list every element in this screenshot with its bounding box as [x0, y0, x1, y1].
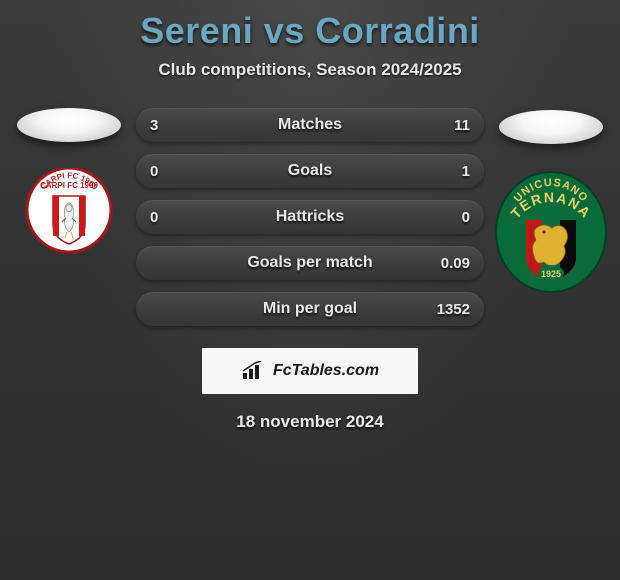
stat-label: Matches — [278, 116, 342, 134]
stat-left-value: 0 — [150, 163, 158, 180]
bar-chart-icon — [241, 361, 267, 381]
player-silhouette-left — [17, 108, 121, 142]
stat-right-value: 0.09 — [441, 255, 470, 272]
right-club-crest: UNICUSANO TERNANA 1925 — [494, 170, 608, 294]
svg-text:CARPI FC 1909: CARPI FC 1909 — [40, 181, 98, 190]
fctables-text: FcTables.com — [273, 362, 379, 380]
stat-label: Min per goal — [263, 300, 357, 318]
stat-left-value: 3 — [150, 117, 158, 134]
stat-right-value: 0 — [462, 209, 470, 226]
stat-label: Hattricks — [276, 208, 344, 226]
left-club-crest: CARPI FC 1909 CARPI FC 1909 — [19, 168, 119, 268]
stat-row-hattricks: 0 Hattricks 0 — [136, 200, 484, 234]
comparison-card: Sereni vs Corradini Club competitions, S… — [0, 0, 620, 580]
stat-row-goals: 0 Goals 1 — [136, 154, 484, 188]
fctables-logo: FcTables.com — [202, 348, 418, 394]
svg-text:1925: 1925 — [541, 269, 561, 279]
carpi-crest-icon: CARPI FC 1909 CARPI FC 1909 — [19, 168, 119, 268]
stat-row-min-per-goal: Min per goal 1352 — [136, 292, 484, 326]
date-text: 18 november 2024 — [236, 412, 383, 432]
stat-label: Goals per match — [247, 254, 372, 272]
body-row: CARPI FC 1909 CARPI FC 1909 — [0, 108, 620, 432]
stat-row-goals-per-match: Goals per match 0.09 — [136, 246, 484, 280]
player-silhouette-right — [499, 110, 603, 144]
stat-right-value: 1352 — [437, 301, 470, 318]
right-column: UNICUSANO TERNANA 1925 — [496, 110, 606, 294]
page-subtitle: Club competitions, Season 2024/2025 — [0, 60, 620, 80]
left-column: CARPI FC 1909 CARPI FC 1909 — [14, 108, 124, 268]
stat-row-matches: 3 Matches 11 — [136, 108, 484, 142]
stats-column: 3 Matches 11 0 Goals 1 0 Hattricks 0 Goa… — [136, 108, 484, 432]
ternana-crest-icon: UNICUSANO TERNANA 1925 — [494, 170, 608, 294]
stat-right-value: 11 — [454, 117, 470, 134]
stat-label: Goals — [288, 162, 332, 180]
page-title: Sereni vs Corradini — [0, 10, 620, 52]
footer: FcTables.com 18 november 2024 — [136, 348, 484, 432]
stat-left-value: 0 — [150, 209, 158, 226]
stat-right-value: 1 — [462, 163, 470, 180]
